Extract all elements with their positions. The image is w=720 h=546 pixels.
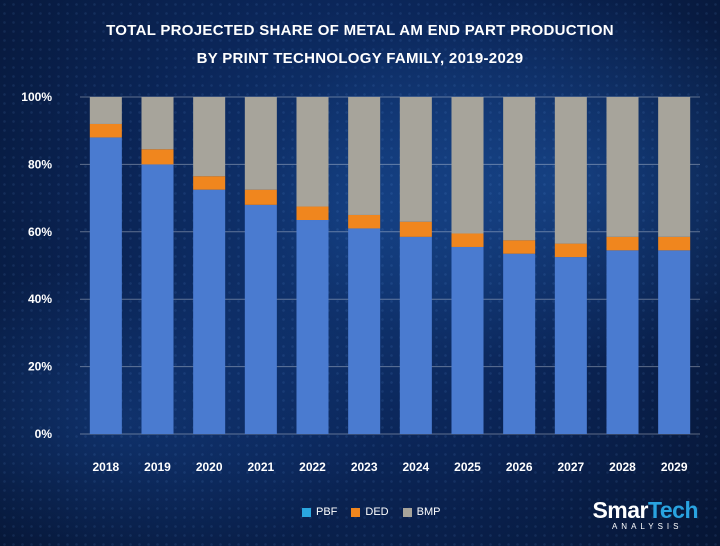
bar-segment-pbf (451, 246, 484, 434)
legend-item-pbf: PBF (302, 506, 337, 518)
bar-segment-bmp (141, 97, 174, 150)
bar-segment-bmp (606, 97, 639, 237)
bar-segment-pbf (554, 257, 587, 434)
bar-segment-pbf (658, 250, 691, 434)
legend-swatch-bmp (402, 507, 412, 517)
y-tick-label: 60% (28, 225, 52, 239)
bar-segment-pbf (296, 220, 329, 434)
bar-segment-bmp (296, 97, 329, 207)
legend-item-bmp: BMP (402, 506, 441, 518)
bar-segment-pbf (193, 189, 226, 434)
legend-swatch-ded (351, 507, 361, 517)
logo-subtitle: ANALYSIS (611, 522, 683, 531)
smartech-logo: SmarTech ANALYSIS (592, 498, 698, 532)
bar-segment-bmp (89, 97, 122, 124)
bar-segment-ded (244, 189, 277, 205)
bar-segment-ded (193, 176, 226, 190)
x-tick-label: 2028 (609, 460, 636, 474)
bar-segment-bmp (554, 97, 587, 244)
y-tick-label: 0% (35, 427, 53, 441)
x-tick-label: 2020 (196, 460, 223, 474)
x-tick-label: 2022 (299, 460, 326, 474)
bar-segment-pbf (503, 253, 536, 434)
bar-segment-pbf (244, 204, 277, 434)
bar-segment-pbf (399, 236, 432, 434)
legend-swatch-pbf (302, 507, 311, 517)
x-tick-label: 2019 (144, 460, 171, 474)
bar-segment-ded (554, 243, 587, 258)
bar-segment-ded (141, 149, 174, 165)
x-tick-label: 2021 (247, 460, 274, 474)
legend-label-pbf: PBF (316, 506, 338, 518)
bar-segment-pbf (606, 250, 639, 434)
bar-segment-bmp (503, 97, 536, 241)
chart-legend: PBF DED BMP (302, 506, 440, 518)
x-tick-label: 2024 (402, 460, 429, 474)
bar-segment-pbf (348, 228, 381, 434)
bar-segment-bmp (658, 97, 691, 237)
bar-segment-ded (451, 233, 484, 247)
bar-segment-ded (658, 236, 691, 251)
bar-segment-bmp (244, 97, 277, 190)
bar-segment-ded (296, 206, 329, 221)
x-tick-label: 2027 (557, 460, 584, 474)
bar-segment-pbf (89, 137, 122, 434)
legend-item-ded: DED (351, 506, 389, 518)
bar-segment-pbf (141, 164, 174, 434)
x-tick-label: 2023 (351, 460, 378, 474)
bar-segment-ded (89, 123, 122, 138)
y-tick-label: 100% (21, 90, 52, 104)
x-tick-label: 2029 (661, 460, 688, 474)
y-tick-label: 20% (28, 360, 52, 374)
y-tick-label: 80% (28, 157, 52, 171)
bar-segment-bmp (348, 97, 381, 215)
bar-segment-ded (348, 214, 381, 229)
bar-segment-bmp (193, 97, 226, 177)
x-tick-label: 2018 (92, 460, 119, 474)
x-tick-label: 2026 (506, 460, 533, 474)
legend-label-bmp: BMP (416, 506, 441, 518)
chart-title-line-2: BY PRINT TECHNOLOGY FAMILY, 2019-2029 (196, 50, 524, 67)
legend-label-ded: DED (365, 506, 389, 518)
y-tick-label: 40% (28, 292, 52, 306)
x-tick-label: 2025 (454, 460, 481, 474)
bar-segment-ded (399, 221, 432, 237)
logo-wordmark: SmarTech (592, 497, 698, 523)
chart-title-line-1: TOTAL PROJECTED SHARE OF METAL AM END PA… (106, 22, 614, 39)
bar-segment-bmp (451, 97, 484, 234)
bar-segment-bmp (399, 97, 432, 222)
bar-segment-ded (606, 236, 639, 251)
bar-segment-ded (503, 240, 536, 254)
